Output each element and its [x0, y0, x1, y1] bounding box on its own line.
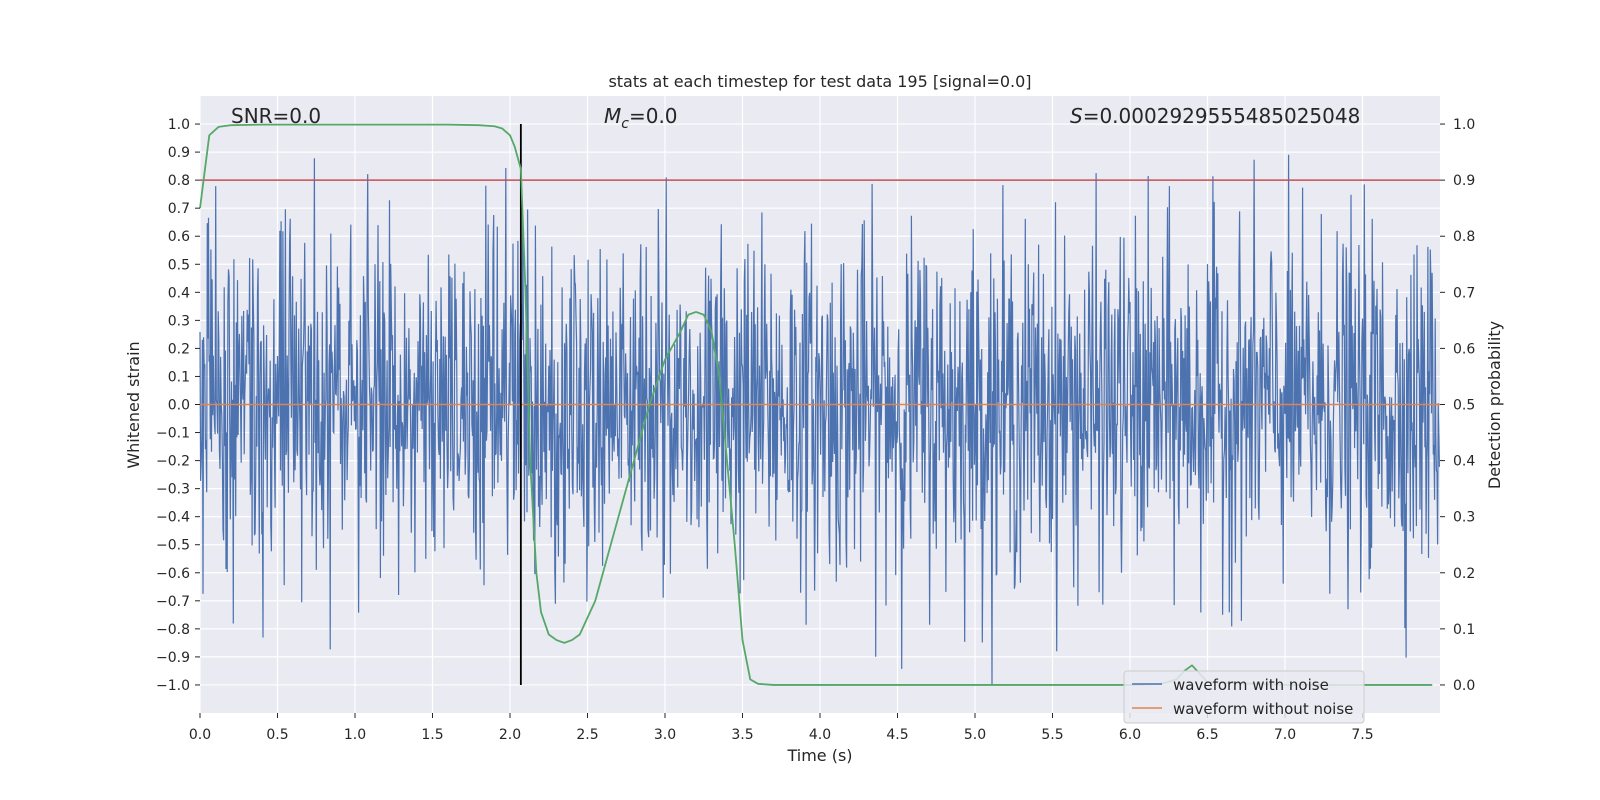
x-axis: 0.0 0.5 1.0 1.5 2.0 2.5 3.0 3.5 4.0 4.5 5.0 5.5 6.0 6… [189, 713, 1374, 743]
x-tick-label: 1.0 [344, 727, 366, 743]
waveform-with-noise-path [199, 154, 1440, 686]
legend-clean-label: waveform without noise [1173, 700, 1353, 718]
x-tick-label: 7.0 [1274, 727, 1296, 743]
y2-tick-label: 0.8 [1453, 229, 1475, 245]
x-tick-label: 1.5 [421, 727, 443, 743]
y2-tick-label: 0.1 [1453, 622, 1475, 638]
y2-tick-label: 0.3 [1453, 510, 1475, 526]
y-tick-label: 0.8 [168, 173, 190, 189]
y2-tick-label: 0.5 [1453, 398, 1475, 414]
snr-annotation: SNR=0.0 [231, 104, 321, 128]
legend-box [1123, 670, 1365, 724]
chirp-mass-value: =0.0 [629, 104, 678, 128]
x-tick-label: 5.0 [964, 727, 986, 743]
x-tick-label: 4.0 [809, 727, 831, 743]
y-tick-label: 0.5 [168, 257, 190, 273]
y-tick-label: 0.9 [168, 145, 190, 161]
y-tick-label: −1.0 [156, 678, 190, 694]
y-tick-label: −0.9 [156, 650, 190, 666]
x-tick-label: 7.5 [1351, 727, 1373, 743]
y-tick-label: 0.0 [168, 398, 190, 414]
y-tick-label: −0.1 [156, 426, 190, 442]
y-tick-label: 0.2 [168, 341, 190, 357]
s-symbol: S [1070, 104, 1083, 128]
y-tick-label: −0.8 [156, 622, 190, 638]
y-tick-label: 0.3 [168, 313, 190, 329]
y2-axis-label: Detection probability [1485, 321, 1504, 489]
y2-tick-label: 0.6 [1453, 341, 1475, 357]
y-tick-label: 0.1 [168, 369, 190, 385]
x-tick-label: 2.5 [576, 727, 598, 743]
x-tick-label: 4.5 [886, 727, 908, 743]
y-tick-label: −0.3 [156, 482, 190, 498]
legend-noise-label: waveform with noise [1173, 676, 1329, 694]
y-tick-label: 0.7 [168, 201, 190, 217]
chirp-mass-subscript: c [621, 116, 629, 132]
y-tick-label: −0.5 [156, 538, 190, 554]
x-tick-label: 6.5 [1196, 727, 1218, 743]
y2-tick-label: 0.7 [1453, 285, 1475, 301]
y-axis-left: 1.0 0.9 0.8 0.7 0.6 0.5 0.4 0.3 0.2 0.1 0.0 −0.1 −0.… [156, 117, 200, 694]
x-tick-label: 6.0 [1119, 727, 1141, 743]
waveform-with-noise-line [199, 154, 1440, 686]
s-annotation: S=0.0002929555485025048 [1070, 104, 1360, 128]
chirp-mass-annotation: Mc=0.0 [604, 104, 678, 132]
x-tick-label: 0.0 [189, 727, 211, 743]
x-tick-label: 5.5 [1041, 727, 1063, 743]
x-axis-label: Time (s) [786, 746, 852, 765]
x-tick-label: 0.5 [266, 727, 288, 743]
y-tick-label: −0.2 [156, 454, 190, 470]
y2-tick-label: 1.0 [1453, 117, 1475, 133]
legend: waveform with noise waveform without noi… [1123, 670, 1365, 724]
y-tick-label: 1.0 [168, 117, 190, 133]
y-tick-label: 0.6 [168, 229, 190, 245]
y-tick-label: −0.6 [156, 566, 190, 582]
s-value: =0.0002929555485025048 [1083, 104, 1361, 128]
chart-title: stats at each timestep for test data 195… [608, 72, 1031, 91]
y2-tick-label: 0.0 [1453, 678, 1475, 694]
y-tick-label: −0.7 [156, 594, 190, 610]
y-axis-label: Whitened strain [124, 341, 143, 468]
y-axis-right: 1.0 0.9 0.8 0.7 0.6 0.5 0.4 0.3 0.2 0.1 0.0 [1440, 117, 1475, 694]
y-tick-label: −0.4 [156, 510, 190, 526]
y2-tick-label: 0.9 [1453, 173, 1475, 189]
y-tick-label: 0.4 [168, 285, 190, 301]
chirp-mass-symbol: M [604, 104, 621, 128]
y2-tick-label: 0.2 [1453, 566, 1475, 582]
x-tick-label: 2.0 [499, 727, 521, 743]
y2-tick-label: 0.4 [1453, 454, 1475, 470]
x-tick-label: 3.5 [731, 727, 753, 743]
x-tick-label: 3.0 [654, 727, 676, 743]
